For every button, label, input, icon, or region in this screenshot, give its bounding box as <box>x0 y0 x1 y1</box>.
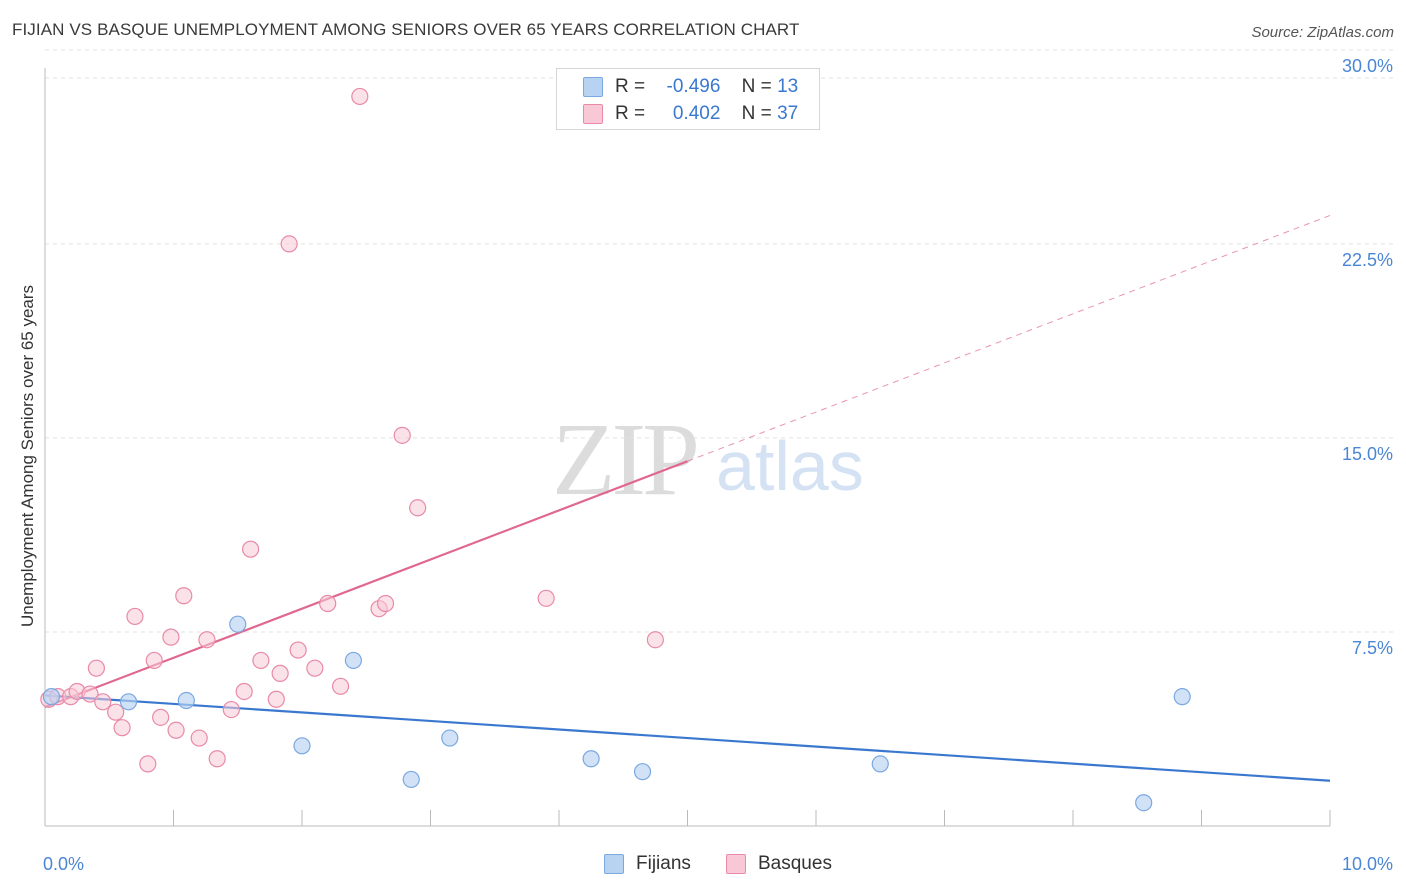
basques-point <box>94 693 112 711</box>
basques-point <box>252 651 270 670</box>
basques-r-label: R = <box>615 103 646 124</box>
fijians-point <box>871 755 889 773</box>
fijians-legend-row: R = -0.496 N = 13 <box>615 75 798 99</box>
basques-point <box>222 700 240 719</box>
y-tick-label: 22.5% <box>1342 250 1393 270</box>
x-tick-label: 10.0% <box>1342 854 1393 874</box>
fijians-point <box>1173 688 1191 706</box>
fijians-n-label: N = <box>741 76 772 97</box>
basques-trend-line <box>44 460 688 709</box>
basques-point <box>152 708 170 726</box>
source-label: Source: ZipAtlas.com <box>1251 24 1394 41</box>
basques-legend-row: R = 0.402 N = 37 <box>615 102 798 126</box>
basques-point <box>289 641 307 659</box>
fijians-point <box>402 770 420 789</box>
fijians-point <box>582 750 600 768</box>
basques-point <box>351 87 369 106</box>
watermark-atlas: atlas <box>716 427 864 505</box>
basques-point <box>81 685 99 703</box>
basques-point <box>376 594 395 613</box>
basques-point <box>190 729 208 747</box>
basques-point <box>107 703 125 721</box>
legend-basques-label: Basques <box>758 853 832 874</box>
basques-point <box>145 651 163 670</box>
basques-point <box>87 659 106 677</box>
basques-point <box>306 659 324 677</box>
legend-fijians-swatch <box>604 854 624 874</box>
fijians-r-value: -0.496 <box>666 76 721 97</box>
basques-point <box>208 750 226 768</box>
basques-point <box>537 589 555 607</box>
legend-basques-swatch <box>726 854 746 874</box>
x-tick-label: 0.0% <box>43 854 84 874</box>
correlation-legend: R = -0.496 N = 13 R = 0.402 N = 37 <box>556 68 820 130</box>
basques-point <box>126 607 144 626</box>
basques-point <box>646 631 664 649</box>
basques-point <box>167 721 185 739</box>
fijians-point <box>42 688 61 706</box>
fijians-point <box>177 691 195 710</box>
watermark-zip: ZIP <box>552 402 700 517</box>
basques-n-label: N = <box>741 103 772 124</box>
basques-point <box>175 587 193 605</box>
basques-point <box>331 677 350 695</box>
y-tick-label: 30.0% <box>1342 56 1393 76</box>
basques-point <box>409 499 427 517</box>
fijians-legend-swatch <box>583 77 603 97</box>
basques-point <box>139 755 157 773</box>
basques-point <box>235 682 253 701</box>
basques-point <box>242 540 260 558</box>
fijians-point <box>344 651 362 670</box>
y-tick-label: 7.5% <box>1352 638 1393 658</box>
fijians-point <box>633 763 652 781</box>
basques-r-value: 0.402 <box>672 103 721 124</box>
fijians-n-value: 13 <box>777 76 799 97</box>
basques-n-value: 37 <box>777 103 799 124</box>
basques-point <box>162 628 180 646</box>
basques-point <box>198 631 216 649</box>
fijians-point <box>441 729 459 747</box>
fijians-point <box>229 615 247 633</box>
fijians-point <box>293 737 311 755</box>
basques-trend-line-extension <box>687 214 1331 462</box>
legend-fijians: Fijians <box>604 852 691 876</box>
fijians-r-label: R = <box>615 76 646 97</box>
basques-point <box>319 594 337 613</box>
y-tick-label: 15.0% <box>1342 444 1393 464</box>
fijians-point <box>119 693 138 711</box>
chart-title: FIJIAN VS BASQUE UNEMPLOYMENT AMONG SENI… <box>12 20 800 39</box>
basques-legend-swatch <box>583 104 603 124</box>
fijians-point <box>1135 794 1153 812</box>
fijians-trend-line <box>44 694 1331 782</box>
basques-point <box>280 235 298 253</box>
legend-fijians-label: Fijians <box>636 853 691 874</box>
basques-point <box>113 719 131 737</box>
basques-point <box>271 664 289 682</box>
legend-basques: Basques <box>726 852 832 876</box>
basques-point <box>393 426 411 444</box>
basques-point <box>267 690 285 708</box>
